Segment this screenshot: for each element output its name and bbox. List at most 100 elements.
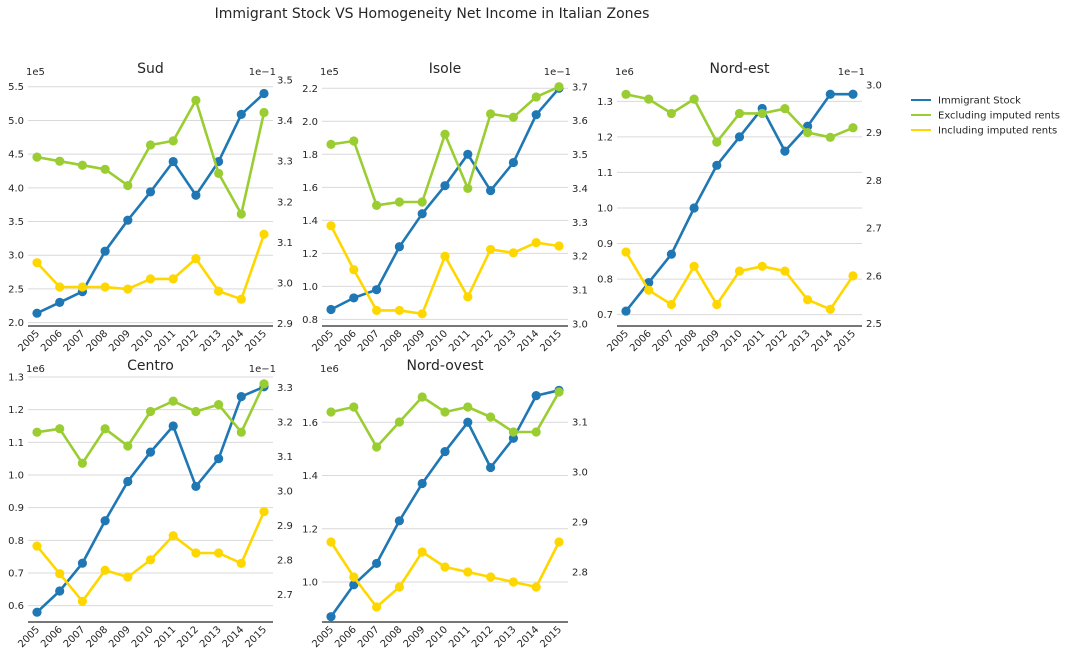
data-point [417, 547, 427, 557]
left-tick-label: 5.0 [8, 116, 24, 127]
right-tick-label: 2.6 [866, 271, 882, 282]
right-tick-label: 2.7 [277, 590, 293, 601]
data-point [168, 156, 178, 167]
x-tick-label: 2007 [356, 328, 382, 354]
left-tick-label: 1.6 [302, 418, 318, 429]
data-point [123, 215, 133, 225]
right-tick-label: 3.3 [277, 383, 293, 394]
data-point [508, 427, 518, 437]
left-tick-label: 1.1 [8, 438, 24, 449]
left-tick-label: 0.9 [8, 503, 24, 514]
series-line [624, 251, 855, 311]
x-tick-label: 2008 [673, 328, 699, 354]
left-tick-label: 0.8 [597, 275, 613, 286]
data-point [168, 136, 178, 146]
right-tick-label: 3.0 [277, 278, 293, 289]
panel-title: Nord-est [710, 61, 770, 77]
data-point [531, 582, 541, 592]
data-point [349, 293, 359, 303]
panel-title: Centro [127, 358, 174, 374]
data-point [100, 424, 110, 434]
series-line [624, 92, 853, 312]
x-tick-label: 2006 [39, 328, 65, 354]
data-point [191, 406, 201, 417]
left-tick-label: 1.3 [8, 373, 24, 384]
data-point [32, 427, 42, 437]
x-tick-label: 2011 [153, 624, 179, 650]
x-tick-label: 2013 [787, 328, 813, 354]
data-point [259, 379, 269, 389]
x-tick-label: 2005 [16, 624, 42, 650]
right-tick-label: 2.8 [572, 568, 588, 579]
data-point [712, 137, 722, 147]
left-tick-label: 5.5 [8, 82, 24, 93]
data-point [123, 180, 133, 191]
x-tick-label: 2005 [310, 328, 336, 354]
x-tick-label: 2005 [605, 328, 631, 354]
data-point [168, 531, 178, 541]
x-tick-label: 2011 [153, 328, 179, 354]
left-tick-label: 2.0 [8, 318, 24, 329]
right-tick-label: 3.1 [572, 286, 588, 297]
data-point [825, 132, 835, 142]
x-tick-label: 2012 [764, 328, 790, 354]
data-point [191, 254, 201, 264]
data-point [349, 136, 359, 146]
figure-title: Immigrant Stock VS Homogeneity Net Incom… [215, 6, 650, 22]
x-tick-label: 2007 [62, 328, 88, 354]
left-tick-label: 2.5 [8, 284, 24, 295]
data-point [417, 309, 427, 319]
data-point [417, 392, 427, 402]
data-point [757, 108, 767, 119]
data-point [349, 580, 359, 590]
data-point [508, 248, 518, 258]
series-line [36, 233, 266, 301]
data-point [848, 123, 858, 133]
left-tick-label: 1.8 [302, 150, 318, 161]
x-tick-label: 2005 [16, 328, 42, 354]
x-tick-label: 2012 [175, 328, 201, 354]
data-point [259, 88, 269, 99]
right-axis-multiplier: 1e−1 [249, 364, 276, 375]
data-point [417, 197, 427, 207]
right-tick-label: 3.5 [572, 150, 588, 161]
legend-label: Excluding imputed rents [938, 111, 1060, 122]
x-tick-label: 2012 [470, 624, 496, 650]
right-tick-label: 3.4 [277, 116, 293, 127]
data-point [55, 297, 65, 308]
right-tick-label: 2.9 [277, 521, 293, 532]
series-excluding-imputed-rents [326, 387, 564, 452]
x-tick-label: 2010 [130, 624, 156, 650]
data-point [486, 109, 496, 119]
data-point [486, 186, 496, 196]
data-point [55, 424, 65, 434]
series-including-imputed-rents [32, 229, 269, 304]
data-point [77, 558, 87, 568]
data-point [554, 537, 564, 547]
data-point [214, 286, 224, 296]
left-tick-label: 1.2 [302, 249, 318, 260]
x-tick-label: 2009 [107, 328, 133, 354]
left-tick-label: 1.0 [8, 471, 24, 482]
data-point [463, 402, 473, 412]
data-point [100, 246, 110, 256]
data-point [463, 567, 473, 577]
data-point [486, 572, 496, 582]
data-point [32, 258, 42, 268]
data-point [508, 112, 518, 122]
data-point [77, 160, 87, 170]
data-point [554, 387, 564, 397]
panel-title: Sud [137, 61, 164, 77]
data-point [123, 441, 133, 451]
right-tick-label: 3.0 [572, 468, 588, 479]
left-tick-label: 0.9 [597, 239, 613, 250]
panel-isole: 0.8 1.0 1.2 1.4 1.6 1.8 2.0 2.2 3.0 3.1 3.2 3.3 3.4 3… [302, 61, 588, 354]
right-tick-label: 3.6 [572, 116, 588, 127]
data-point [326, 304, 336, 315]
right-tick-label: 3.0 [866, 80, 882, 91]
left-tick-label: 1.4 [302, 471, 318, 482]
x-tick-label: 2008 [379, 624, 405, 650]
data-point [55, 569, 65, 579]
x-tick-label: 2014 [221, 328, 247, 354]
